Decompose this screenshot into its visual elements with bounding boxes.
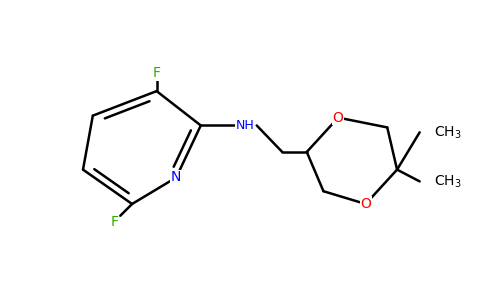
Text: CH$_3$: CH$_3$ xyxy=(434,124,462,140)
Text: O: O xyxy=(333,111,344,124)
Text: F: F xyxy=(152,66,161,80)
Text: CH$_3$: CH$_3$ xyxy=(434,173,462,190)
Text: F: F xyxy=(110,214,119,229)
Text: N: N xyxy=(171,170,182,184)
Text: O: O xyxy=(360,197,371,211)
Text: NH: NH xyxy=(236,119,254,132)
